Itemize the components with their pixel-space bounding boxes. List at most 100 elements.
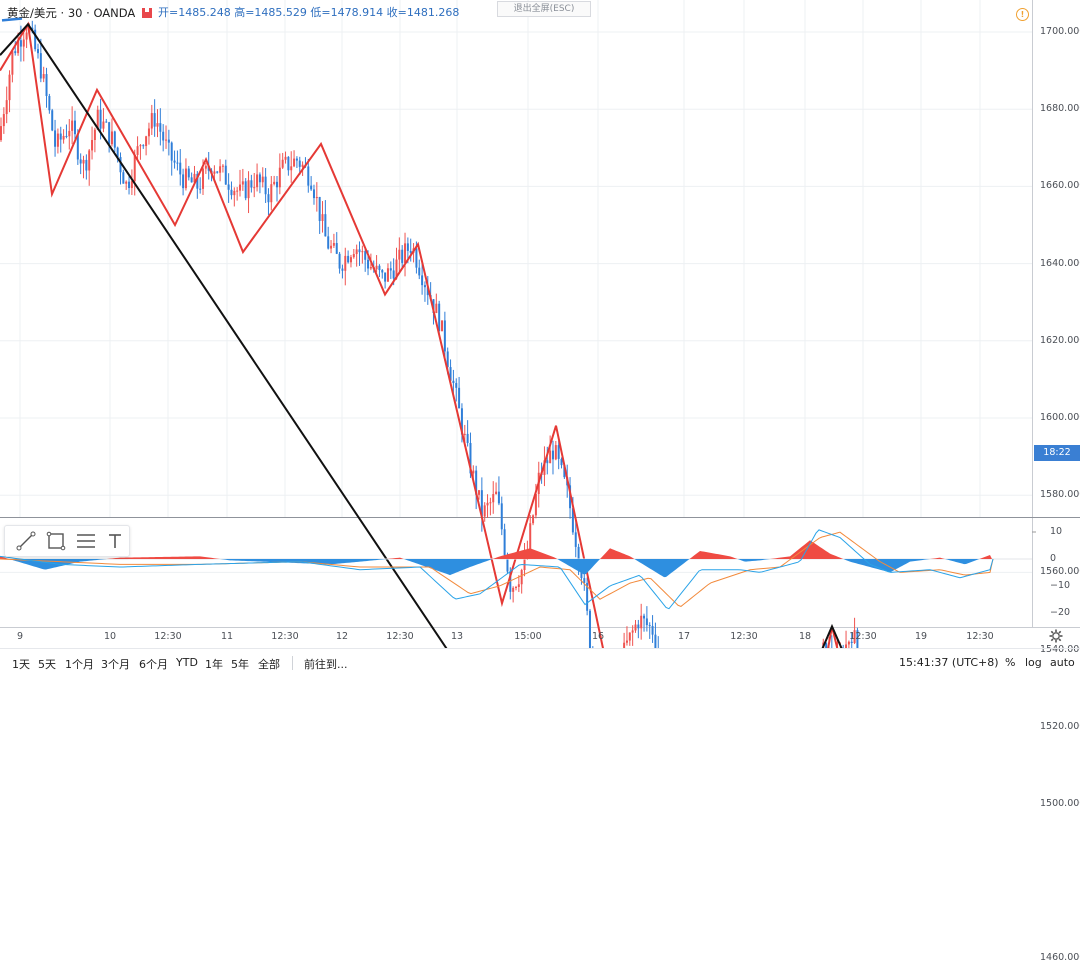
candle-body bbox=[361, 251, 364, 253]
candle-body bbox=[845, 644, 848, 648]
candle-body bbox=[381, 270, 384, 273]
low-value: 低=1478.914 bbox=[310, 6, 384, 19]
candle-body bbox=[213, 171, 216, 174]
goto-date-button[interactable]: 前往到... bbox=[304, 658, 348, 671]
candle-body bbox=[293, 158, 296, 167]
candle-body bbox=[221, 165, 224, 167]
candle-body bbox=[142, 145, 145, 147]
range-1y[interactable]: 1年 bbox=[205, 658, 223, 671]
candle-body bbox=[853, 630, 856, 644]
candle-body bbox=[321, 214, 324, 221]
candle-body bbox=[36, 49, 39, 54]
candle-body bbox=[327, 236, 330, 249]
candle-body bbox=[145, 136, 148, 147]
range-1m[interactable]: 1个月 bbox=[65, 658, 94, 671]
candle-body bbox=[147, 128, 150, 137]
price-tick: 1620.000 bbox=[1040, 334, 1080, 346]
candle-body bbox=[489, 502, 492, 504]
candle-body bbox=[560, 458, 563, 466]
candle-body bbox=[628, 632, 631, 641]
candle-body bbox=[108, 122, 111, 145]
candle-body bbox=[523, 557, 526, 570]
candle-body bbox=[45, 74, 48, 97]
range-6m[interactable]: 6个月 bbox=[139, 658, 168, 671]
candle-body bbox=[577, 546, 580, 566]
candle-body bbox=[85, 159, 88, 171]
candle-body bbox=[68, 130, 71, 137]
candle-body bbox=[469, 442, 472, 474]
price-tick: 1600.000 bbox=[1040, 412, 1080, 423]
candle-body bbox=[625, 640, 628, 643]
candle-body bbox=[307, 166, 310, 186]
candle-body bbox=[588, 610, 591, 648]
candle-body bbox=[125, 181, 128, 184]
candle-body bbox=[5, 100, 8, 115]
symbol-title[interactable]: 黄金/美元 · 30 · OANDA bbox=[7, 6, 136, 20]
candle-body bbox=[219, 166, 222, 173]
range-1d[interactable]: 1天 bbox=[12, 658, 30, 671]
time-tick: 12:30 bbox=[849, 631, 877, 642]
signal-line bbox=[0, 531, 994, 608]
range-3m[interactable]: 3个月 bbox=[101, 658, 130, 671]
candle-body bbox=[79, 159, 82, 164]
candle-body bbox=[421, 275, 424, 286]
candle-body bbox=[455, 383, 458, 388]
range-all[interactable]: 全部 bbox=[258, 658, 280, 671]
open-value: 开=1485.248 bbox=[158, 6, 231, 19]
candle-body bbox=[22, 39, 25, 47]
candle-body bbox=[230, 189, 233, 196]
candle-body bbox=[631, 630, 634, 633]
candle-body bbox=[153, 113, 156, 127]
oscillator-hist-neg bbox=[0, 559, 994, 578]
range-5d[interactable]: 5天 bbox=[38, 658, 56, 671]
rectangle-icon[interactable] bbox=[45, 530, 67, 552]
bottom-toolbar: 1天 5天 1个月 3个月 6个月 YTD 1年 5年 全部 前往到... 15… bbox=[0, 648, 1080, 676]
candle-body bbox=[623, 642, 626, 648]
candle-body bbox=[378, 265, 381, 271]
warning-icon[interactable]: ! bbox=[1016, 8, 1029, 21]
candle-body bbox=[39, 53, 42, 79]
candle-body bbox=[480, 490, 483, 517]
range-ytd[interactable]: YTD bbox=[176, 656, 198, 669]
price-chart[interactable] bbox=[0, 0, 1080, 648]
candle-body bbox=[435, 303, 438, 313]
zigzag-large bbox=[0, 17, 843, 648]
settings-gear-icon[interactable] bbox=[1049, 629, 1063, 643]
high-value: 高=1485.529 bbox=[234, 6, 307, 19]
auto-toggle[interactable]: auto bbox=[1050, 656, 1075, 669]
candle-body bbox=[438, 303, 441, 332]
candle-body bbox=[520, 569, 523, 585]
trend-line-icon[interactable] bbox=[15, 530, 37, 552]
candle-body bbox=[187, 168, 190, 178]
exit-fullscreen-button[interactable]: 退出全屏(ESC) bbox=[497, 1, 591, 17]
log-toggle[interactable]: log bbox=[1025, 656, 1042, 669]
candle-body bbox=[358, 249, 361, 253]
candle-body bbox=[253, 187, 256, 189]
candle-body bbox=[643, 615, 646, 619]
percent-toggle[interactable]: % bbox=[1005, 656, 1016, 669]
ohlc-readout: 开=1485.248 高=1485.529 低=1478.914 收=1481.… bbox=[158, 0, 459, 26]
candle-body bbox=[367, 259, 370, 269]
candle-body bbox=[478, 490, 481, 495]
candle-body bbox=[850, 641, 853, 644]
candle-body bbox=[17, 40, 20, 54]
candle-body bbox=[25, 32, 28, 40]
candle-body bbox=[156, 123, 159, 127]
candle-body bbox=[136, 146, 139, 155]
candle-body bbox=[406, 243, 409, 251]
candle-body bbox=[247, 180, 250, 199]
time-tick: 19 bbox=[914, 631, 928, 642]
text-tool-icon[interactable] bbox=[104, 530, 126, 552]
candle-body bbox=[389, 268, 392, 271]
flag-icon[interactable] bbox=[142, 8, 152, 18]
candle-body bbox=[281, 159, 284, 168]
fib-lines-icon[interactable] bbox=[75, 530, 97, 552]
time-tick: 15:00 bbox=[514, 631, 542, 642]
candle-body bbox=[364, 251, 367, 260]
candle-body bbox=[563, 465, 566, 478]
candle-body bbox=[315, 196, 318, 199]
candle-body bbox=[105, 121, 108, 123]
range-5y[interactable]: 5年 bbox=[231, 658, 249, 671]
candle-body bbox=[492, 494, 495, 503]
candle-body bbox=[355, 249, 358, 255]
